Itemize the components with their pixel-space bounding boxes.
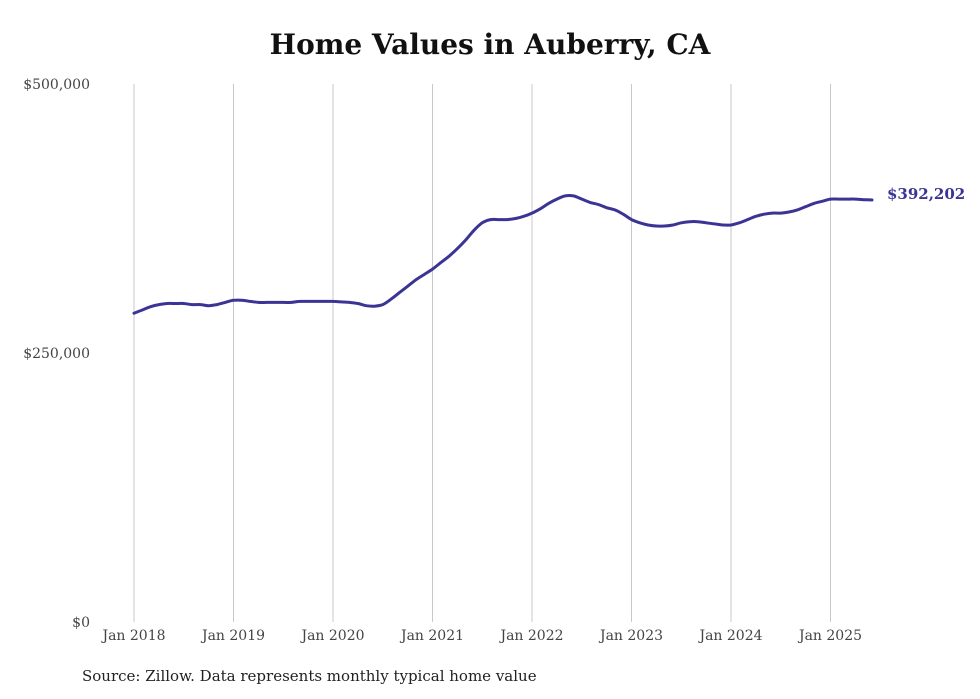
chart-title: Home Values in Auberry, CA (269, 28, 711, 61)
end-value-label: $392,202 (887, 185, 965, 203)
x-tick-label: Jan 2021 (399, 628, 464, 644)
x-tick-label: Jan 2020 (299, 628, 364, 644)
y-tick-label: $500,000 (23, 77, 90, 93)
x-tick-label: Jan 2022 (498, 628, 563, 644)
x-axis-labels: Jan 2018 Jan 2019 Jan 2020 Jan 2021 Jan 2022… (100, 628, 862, 644)
y-tick-label: $250,000 (23, 346, 90, 362)
gridlines (133, 84, 831, 622)
x-tick-label: Jan 2018 (100, 628, 165, 644)
x-tick-label: Jan 2019 (200, 628, 265, 644)
source-note: Source: Zillow. Data represents monthly … (82, 667, 537, 685)
end-labels: $392,202 (887, 185, 965, 203)
x-tick-label: Jan 2025 (797, 628, 862, 644)
y-tick-label: $0 (72, 615, 90, 631)
x-tick-label: Jan 2024 (697, 628, 762, 644)
home-value-line (132, 194, 874, 315)
x-tick-label: Jan 2023 (598, 628, 663, 644)
series-group (132, 194, 874, 315)
y-axis-labels: $0 $250,000 $500,000 (23, 77, 90, 631)
